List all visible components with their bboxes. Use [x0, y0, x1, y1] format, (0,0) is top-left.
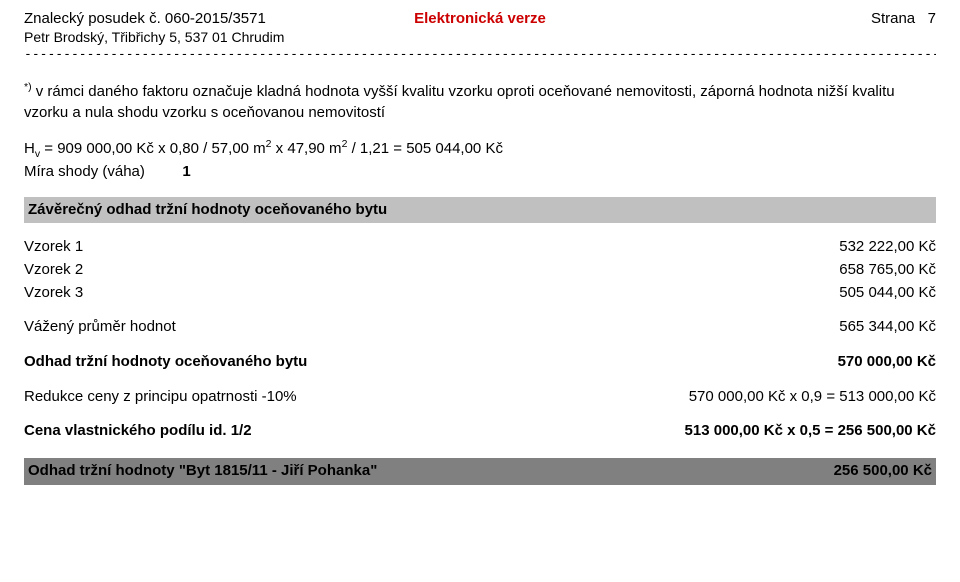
sample-label: Vzorek 1: [24, 237, 83, 258]
calculation-block: Hv = 909 000,00 Kč x 0,80 / 57,00 m2 x 4…: [24, 137, 936, 182]
reduction-label: Redukce ceny z principu opatrnosti -10%: [24, 387, 297, 408]
header-row: Znalecký posudek č. 060-2015/3571 Elektr…: [24, 10, 936, 27]
footer-band: Odhad tržní hodnoty "Byt 1815/11 - Jiří …: [24, 458, 936, 485]
page: Znalecký posudek č. 060-2015/3571 Elektr…: [0, 0, 960, 582]
formula-p3: / 1,21 = 505 044,00 Kč: [347, 140, 503, 157]
footnote-star: *): [24, 81, 32, 93]
page-label: Strana: [871, 10, 915, 27]
footer-value: 256 500,00 Kč: [834, 461, 932, 482]
estimate-label: Odhad tržní hodnoty oceňovaného bytu: [24, 352, 307, 373]
samples-block: Vzorek 1 532 222,00 Kč Vzorek 2 658 765,…: [24, 237, 936, 303]
share-value: 513 000,00 Kč x 0,5 = 256 500,00 Kč: [685, 421, 936, 442]
formula-p2: x 47,90 m: [272, 140, 342, 157]
footnote-paragraph: *) v rámci daného faktoru označuje kladn…: [24, 80, 936, 123]
weighted-row: Vážený průměr hodnot 565 344,00 Kč: [24, 317, 936, 338]
weight-value: 1: [182, 163, 190, 180]
sample-value: 505 044,00 Kč: [839, 283, 936, 304]
formula-p1: = 909 000,00 Kč x 0,80 / 57,00 m: [40, 140, 266, 157]
sample-value: 658 765,00 Kč: [839, 260, 936, 281]
doc-title: Znalecký posudek č. 060-2015/3571: [24, 10, 266, 27]
weighted-label: Vážený průměr hodnot: [24, 317, 176, 338]
sample-row: Vzorek 3 505 044,00 Kč: [24, 283, 936, 304]
reduction-value: 570 000,00 Kč x 0,9 = 513 000,00 Kč: [689, 387, 936, 408]
author-line: Petr Brodský, Třibřichy 5, 537 01 Chrudi…: [24, 29, 936, 45]
sample-value: 532 222,00 Kč: [839, 237, 936, 258]
sample-row: Vzorek 1 532 222,00 Kč: [24, 237, 936, 258]
hv-prefix: H: [24, 140, 35, 157]
weight-label: Míra shody (váha): [24, 163, 145, 180]
sample-label: Vzorek 3: [24, 283, 83, 304]
estimate-row: Odhad tržní hodnoty oceňovaného bytu 570…: [24, 352, 936, 373]
weighted-value: 565 344,00 Kč: [839, 317, 936, 338]
share-row: Cena vlastnického podílu id. 1/2 513 000…: [24, 421, 936, 442]
share-label: Cena vlastnického podílu id. 1/2: [24, 421, 252, 442]
divider: ----------------------------------------…: [24, 47, 936, 62]
section-title-band: Závěrečný odhad tržní hodnoty oceňovanéh…: [24, 197, 936, 224]
footer-label: Odhad tržní hodnoty "Byt 1815/11 - Jiří …: [28, 461, 377, 482]
estimate-value: 570 000,00 Kč: [838, 352, 936, 373]
sample-label: Vzorek 2: [24, 260, 83, 281]
sample-row: Vzorek 2 658 765,00 Kč: [24, 260, 936, 281]
reduction-row: Redukce ceny z principu opatrnosti -10% …: [24, 387, 936, 408]
page-number: 7: [928, 10, 936, 27]
footnote-text: v rámci daného faktoru označuje kladná h…: [24, 83, 895, 121]
